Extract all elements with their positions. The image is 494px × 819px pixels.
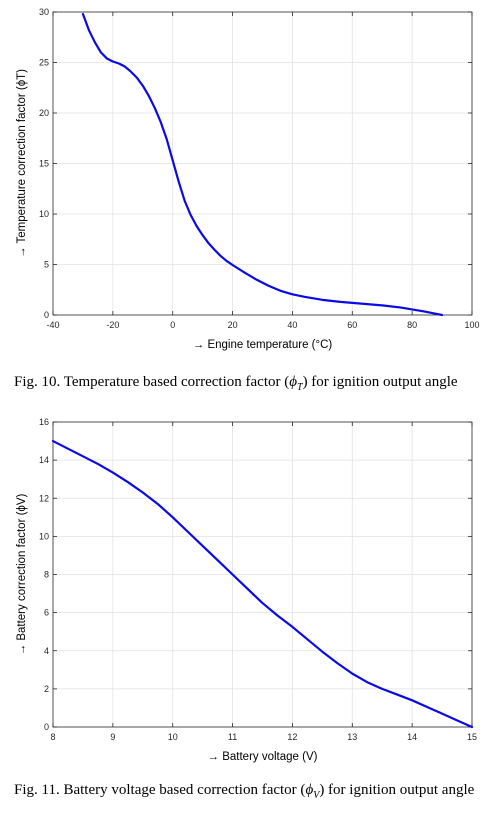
- x-tick-label: 8: [50, 732, 55, 742]
- y-tick-label: 14: [39, 455, 49, 465]
- y-tick-label: 0: [44, 310, 49, 320]
- x-tick-label: 15: [467, 732, 477, 742]
- y-tick-label: 15: [39, 159, 49, 169]
- caption-suffix: ) for ignition output angle: [302, 374, 458, 390]
- y-tick-label: 10: [39, 531, 49, 541]
- y-tick-label: 6: [44, 608, 49, 618]
- x-tick-label: 9: [110, 732, 115, 742]
- x-tick-label: 40: [287, 320, 297, 330]
- y-tick-label: 5: [44, 260, 49, 270]
- y-tick-label: 10: [39, 209, 49, 219]
- x-axis-label: → Engine temperature (°C): [193, 339, 333, 351]
- x-axis-label: → Battery voltage (V): [208, 751, 318, 763]
- y-tick-label: 20: [39, 108, 49, 118]
- phi-symbol: ϕ: [289, 374, 297, 390]
- y-tick-label: 16: [39, 417, 49, 427]
- y-tick-label: 8: [44, 570, 49, 580]
- x-tick-label: 14: [407, 732, 417, 742]
- y-tick-label: 12: [39, 493, 49, 503]
- caption-prefix: Fig. 10. Temperature based correction fa…: [14, 374, 290, 390]
- figure-10-caption: Fig. 10. Temperature based correction fa…: [14, 373, 482, 397]
- x-tick-label: 11: [228, 732, 237, 742]
- y-tick-label: 25: [39, 58, 49, 68]
- phi-subscript: V: [313, 790, 320, 801]
- x-tick-label: 12: [287, 732, 297, 742]
- phi-subscript: T: [297, 382, 303, 393]
- y-axis-label: → Temperature correction factor (ϕT): [16, 69, 28, 258]
- y-tick-label: 30: [39, 7, 49, 17]
- y-tick-label: 0: [44, 722, 49, 732]
- y-axis-label: → Battery correction factor (ϕV): [16, 493, 28, 655]
- x-tick-label: 20: [228, 320, 238, 330]
- phi-symbol: ϕ: [305, 782, 314, 798]
- x-tick-label: 60: [347, 320, 357, 330]
- y-tick-label: 2: [44, 684, 49, 694]
- x-tick-label: -40: [46, 320, 59, 330]
- battery-correction-chart: 8 9 10 11 12 13 14 15 0 2 4 6 8 10 12 14 16 → Battery vol…: [16, 417, 477, 763]
- x-tick-label: 10: [168, 732, 178, 742]
- y-tick-label: 4: [44, 646, 49, 656]
- caption-suffix: ) for ignition output angle: [319, 782, 475, 798]
- x-tick-label: 13: [347, 732, 357, 742]
- figure-11-caption: Fig. 11. Battery voltage based correctio…: [14, 781, 482, 805]
- x-tick-label: -20: [106, 320, 119, 330]
- x-tick-label: 0: [170, 320, 175, 330]
- x-tick-label: 80: [407, 320, 417, 330]
- series-line: [81, 12, 444, 317]
- temperature-correction-chart: -40 -20 0 20 40 60 80 100 0 5 10 15 20 25 30 → Engine t…: [16, 7, 480, 351]
- caption-prefix: Fig. 11. Battery voltage based correctio…: [14, 782, 306, 798]
- x-tick-label: 100: [464, 320, 479, 330]
- series-line: [51, 439, 474, 729]
